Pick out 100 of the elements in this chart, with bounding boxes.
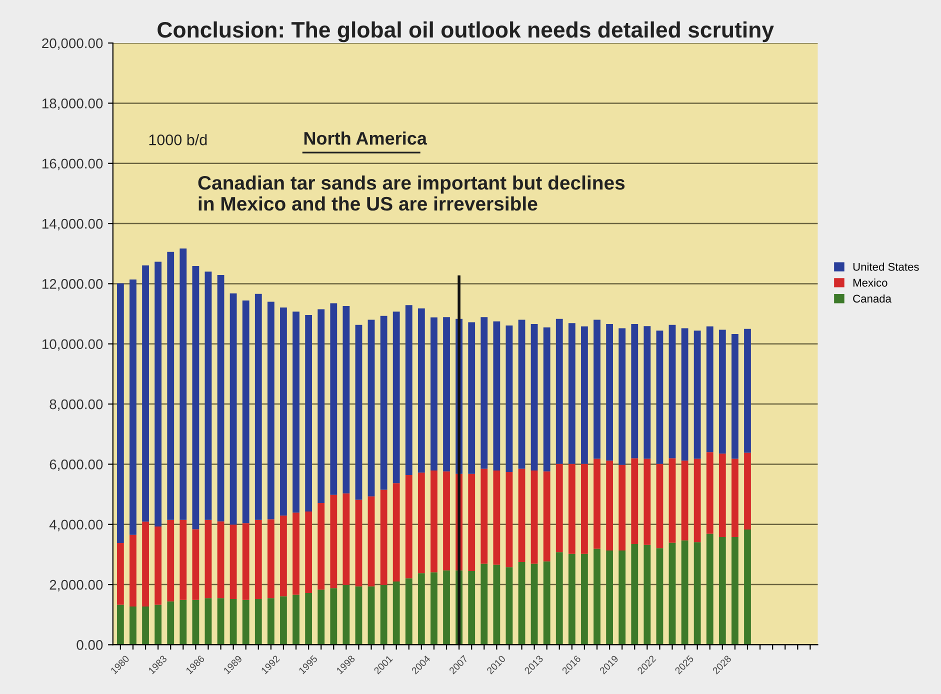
bar: [631, 458, 638, 544]
bar: [392, 582, 400, 645]
bar: [644, 458, 651, 545]
bar: [230, 524, 237, 599]
bar: [581, 554, 588, 645]
bar: [405, 578, 412, 645]
bar: [468, 322, 476, 474]
bar: [518, 468, 526, 562]
annotation: 1000 b/d: [149, 134, 207, 146]
bar: [681, 328, 688, 461]
bar: [706, 326, 714, 452]
y-tick-label: 0.00: [76, 640, 103, 650]
bar: [318, 590, 325, 645]
bar: [305, 314, 312, 512]
bar: [744, 530, 751, 645]
bar: [506, 472, 513, 568]
bar: [116, 283, 124, 544]
bar: [180, 248, 187, 520]
bar: [192, 529, 200, 600]
bar: [618, 464, 626, 551]
bar: [606, 324, 613, 461]
bar: [242, 523, 250, 600]
bar: [204, 272, 212, 520]
bar: [606, 460, 613, 551]
bar: [543, 561, 550, 645]
bar: [468, 474, 476, 572]
bar: [204, 598, 212, 645]
bar: [543, 471, 550, 562]
bar: [392, 483, 400, 582]
bar: [718, 537, 726, 645]
bar: [380, 490, 388, 585]
bar: [116, 604, 124, 645]
bar: [430, 572, 438, 645]
bar: [744, 452, 751, 530]
legend-label: United States: [853, 262, 919, 271]
bar: [480, 468, 488, 564]
bar: [732, 458, 738, 538]
bar: [732, 334, 738, 459]
bar: [130, 279, 136, 535]
bar: [154, 262, 162, 526]
bar: [330, 588, 338, 645]
bar: [254, 294, 262, 520]
chart-title: Conclusion: The global oil outlook needs detailed scrutiny: [158, 21, 774, 42]
bar: [405, 305, 412, 476]
bar: [518, 320, 526, 469]
y-tick-label: 2,000.00: [50, 580, 103, 592]
bar: [355, 500, 362, 586]
bar: [543, 327, 550, 472]
bar: [668, 458, 676, 543]
bar: [167, 601, 174, 645]
y-tick-label: 18,000.00: [42, 98, 103, 110]
bar: [430, 317, 438, 471]
legend-label: Canada: [853, 294, 892, 303]
bar: [656, 464, 664, 548]
bar: [581, 326, 588, 464]
bar: [230, 598, 237, 645]
bar: [718, 330, 726, 454]
bar: [668, 542, 676, 645]
bar: [380, 584, 388, 645]
bar: [142, 606, 149, 645]
bar: [480, 564, 488, 645]
bar: [405, 475, 412, 578]
bar: [154, 526, 162, 605]
bar: [443, 317, 450, 472]
bar: [493, 321, 500, 471]
bar: [556, 552, 563, 645]
bar: [254, 598, 262, 645]
bar: [318, 503, 325, 590]
bar: [530, 564, 538, 645]
bar: [656, 548, 664, 645]
bar: [142, 265, 149, 522]
bar: [694, 330, 701, 459]
bar: [556, 464, 563, 552]
bar: [254, 520, 262, 599]
y-tick-label: 8,000.00: [50, 399, 103, 411]
bar: [568, 464, 576, 554]
bar: [443, 570, 450, 645]
bar: [217, 274, 224, 522]
bar: [744, 328, 751, 453]
bar: [594, 320, 600, 459]
bar: [430, 470, 438, 572]
bar: [681, 540, 688, 645]
bar: [342, 493, 350, 585]
bar: [706, 534, 714, 645]
bar: [116, 543, 124, 605]
y-tick-label: 14,000.00: [42, 218, 103, 230]
bar: [418, 472, 425, 574]
bar: [192, 266, 200, 530]
bar: [618, 550, 626, 645]
bar: [668, 324, 676, 458]
legend-label: Mexico: [853, 278, 888, 287]
bar: [180, 520, 187, 600]
bar: [443, 471, 450, 570]
bar: [330, 303, 338, 495]
bar: [292, 512, 300, 595]
bar: [556, 318, 563, 464]
bar: [493, 470, 500, 565]
bar: [418, 573, 425, 645]
bar: [656, 330, 664, 464]
bar: [706, 452, 714, 534]
